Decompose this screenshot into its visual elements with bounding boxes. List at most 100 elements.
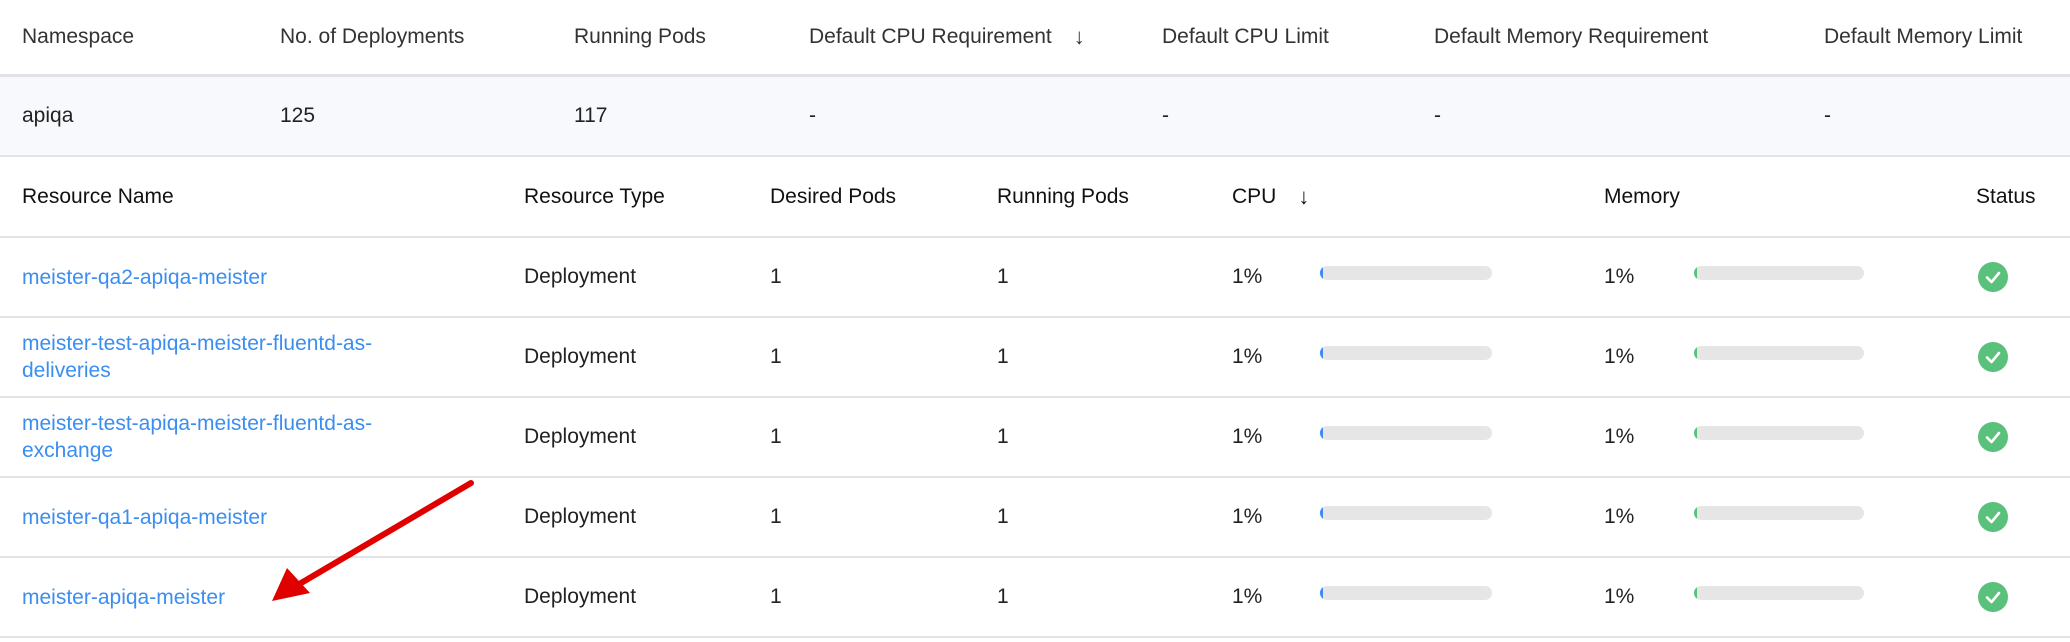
namespace-name: apiqa (22, 104, 74, 127)
default-cpu-requirement: - (809, 104, 816, 127)
cpu-usage-fill (1320, 346, 1323, 360)
header-label: Default Memory Limit (1824, 25, 2023, 48)
cpu-usage-bar (1320, 506, 1492, 520)
cpu-value: 1% (1232, 345, 1263, 368)
cpu-usage-fill (1320, 586, 1323, 600)
header-label: Memory (1604, 184, 1680, 208)
running-pods: 1 (997, 345, 1009, 368)
col-default-memory-requirement[interactable]: Default Memory Requirement (1434, 0, 1708, 74)
cpu-value: 1% (1232, 425, 1263, 448)
col-memory[interactable]: Memory (1604, 157, 1680, 236)
arrow-down-icon[interactable]: ↓ (1073, 24, 1085, 49)
arrow-down-icon[interactable]: ↓ (1298, 183, 1310, 209)
desired-pods: 1 (770, 345, 782, 368)
cpu-usage-fill (1320, 506, 1323, 520)
table-row[interactable]: meister-test-apiqa-meister-fluentd-as-de… (0, 318, 2070, 398)
table-row[interactable]: meister-test-apiqa-meister-fluentd-as-ex… (0, 398, 2070, 478)
desired-pods: 1 (770, 425, 782, 448)
default-memory-requirement: - (1434, 104, 1441, 127)
col-cpu[interactable]: CPU ↓ (1232, 157, 1309, 236)
col-default-cpu-limit[interactable]: Default CPU Limit (1162, 0, 1329, 74)
running-pods: 1 (997, 425, 1009, 448)
memory-value: 1% (1604, 505, 1635, 528)
header-label: CPU (1232, 184, 1277, 208)
cpu-value: 1% (1232, 505, 1263, 528)
header-label: Namespace (22, 25, 135, 48)
default-cpu-limit: - (1162, 104, 1169, 127)
cpu-usage-bar (1320, 346, 1492, 360)
resource-type: Deployment (524, 345, 637, 368)
header-label: Resource Type (524, 184, 665, 208)
header-label: Status (1976, 184, 2036, 208)
header-label: Resource Name (22, 184, 174, 208)
memory-value: 1% (1604, 425, 1635, 448)
namespace-row[interactable]: apiqa 125 117 - - - - (0, 75, 2070, 157)
memory-usage-bar (1694, 346, 1864, 360)
running-pods: 1 (997, 505, 1009, 528)
running-pods: 1 (997, 265, 1009, 288)
namespace-table-header: Namespace No. of Deployments Running Pod… (0, 0, 2070, 76)
col-running-pods[interactable]: Running Pods (574, 0, 706, 74)
col-default-memory-limit[interactable]: Default Memory Limit (1824, 0, 2022, 74)
table-row[interactable]: meister-qa2-apiqa-meister Deployment 1 1… (0, 238, 2070, 318)
col-namespace[interactable]: Namespace (22, 0, 134, 74)
header-label: Default Memory Requirement (1434, 25, 1709, 48)
memory-value: 1% (1604, 345, 1635, 368)
resource-table-header: Resource Name Resource Type Desired Pods… (0, 157, 2070, 238)
memory-usage-bar (1694, 426, 1864, 440)
memory-usage-fill (1694, 586, 1697, 600)
memory-usage-fill (1694, 426, 1697, 440)
memory-value: 1% (1604, 585, 1635, 608)
resource-type: Deployment (524, 585, 637, 608)
col-resource-name[interactable]: Resource Name (22, 157, 174, 236)
col-desired-pods[interactable]: Desired Pods (770, 157, 896, 236)
cpu-usage-fill (1320, 266, 1323, 280)
table-row[interactable]: meister-apiqa-meister Deployment 1 1 1% … (0, 558, 2070, 638)
check-circle-icon (1978, 342, 2008, 372)
header-label: No. of Deployments (280, 25, 465, 48)
desired-pods: 1 (770, 505, 782, 528)
cpu-value: 1% (1232, 585, 1263, 608)
resource-type: Deployment (524, 265, 637, 288)
memory-usage-bar (1694, 506, 1864, 520)
resource-type: Deployment (524, 505, 637, 528)
resource-name-link[interactable]: meister-qa1-apiqa-meister (22, 505, 268, 529)
cpu-usage-fill (1320, 426, 1323, 440)
desired-pods: 1 (770, 265, 782, 288)
header-label: Desired Pods (770, 184, 897, 208)
memory-usage-fill (1694, 266, 1697, 280)
header-label: Default CPU Requirement (809, 25, 1052, 48)
resource-name-link[interactable]: meister-qa2-apiqa-meister (22, 265, 268, 289)
memory-usage-bar (1694, 586, 1864, 600)
desired-pods: 1 (770, 585, 782, 608)
header-label: Running Pods (574, 25, 706, 48)
col-resource-type[interactable]: Resource Type (524, 157, 665, 236)
table-row[interactable]: meister-qa1-apiqa-meister Deployment 1 1… (0, 478, 2070, 558)
header-label: Default CPU Limit (1162, 25, 1329, 48)
col-status[interactable]: Status (1976, 157, 2036, 236)
resource-name-link[interactable]: meister-test-apiqa-meister-fluentd-as-ex… (22, 412, 373, 462)
resource-type: Deployment (524, 425, 637, 448)
running-pods: 1 (997, 585, 1009, 608)
cpu-usage-bar (1320, 586, 1492, 600)
memory-usage-fill (1694, 506, 1697, 520)
col-default-cpu-requirement[interactable]: Default CPU Requirement ↓ (809, 0, 1085, 74)
resource-name-link[interactable]: meister-apiqa-meister (22, 585, 226, 609)
check-circle-icon (1978, 422, 2008, 452)
memory-usage-fill (1694, 346, 1697, 360)
header-label: Running Pods (997, 184, 1129, 208)
cpu-usage-bar (1320, 266, 1492, 280)
memory-usage-bar (1694, 266, 1864, 280)
check-circle-icon (1978, 262, 2008, 292)
cpu-value: 1% (1232, 265, 1263, 288)
resource-name-link[interactable]: meister-test-apiqa-meister-fluentd-as-de… (22, 332, 373, 382)
memory-value: 1% (1604, 265, 1635, 288)
default-memory-limit: - (1824, 104, 1831, 127)
col-running-pods[interactable]: Running Pods (997, 157, 1129, 236)
cpu-usage-bar (1320, 426, 1492, 440)
check-circle-icon (1978, 582, 2008, 612)
deployments-count: 125 (280, 104, 316, 127)
running-pods-count: 117 (574, 104, 608, 127)
col-deployments[interactable]: No. of Deployments (280, 0, 464, 74)
check-circle-icon (1978, 502, 2008, 532)
